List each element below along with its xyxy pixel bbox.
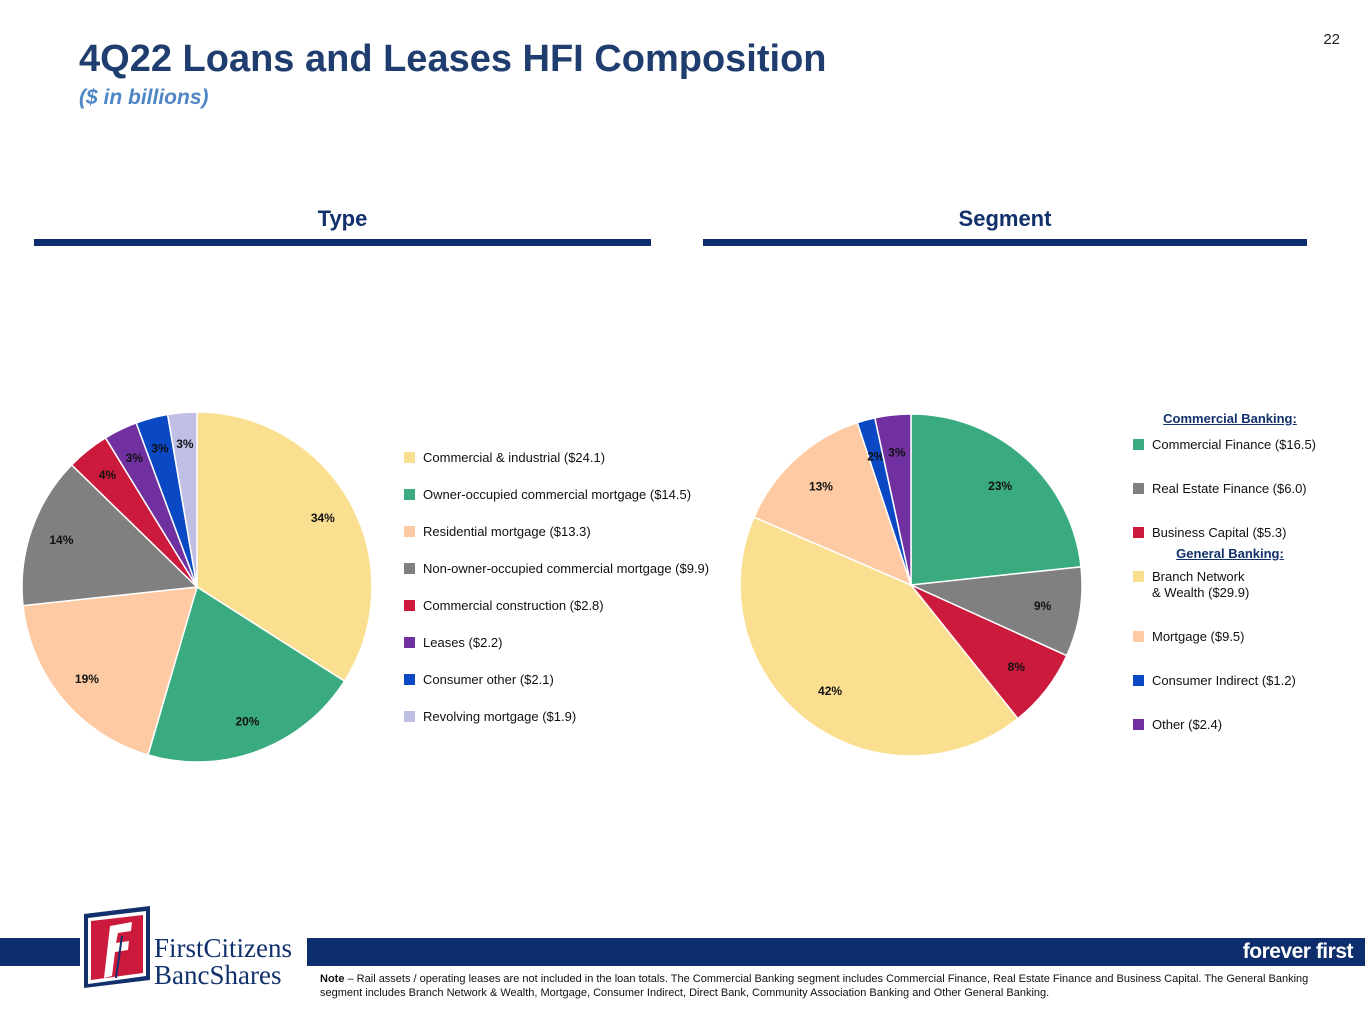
legend-swatch	[404, 674, 415, 685]
pie-1-slice-label-6: 3%	[888, 445, 906, 459]
legend-label: Commercial construction ($2.8)	[423, 598, 604, 613]
pie-1-slice-0	[910, 413, 1082, 586]
pie-1-slice-label-5: 2%	[867, 449, 885, 463]
page-title: 4Q22 Loans and Leases HFI Composition	[79, 38, 827, 80]
segment-pie-chart: 23% 9% 8% 42% 13% 2% 3%	[739, 413, 1083, 757]
legend-1-item-4: Mortgage ($9.5)	[1133, 629, 1245, 645]
legend-swatch	[404, 637, 415, 648]
pie-1-slice-3	[739, 516, 1019, 757]
pie-1-slice-label-0: 23%	[988, 479, 1012, 493]
legend-1-item-1: Real Estate Finance ($6.0)	[1133, 481, 1307, 497]
logo-line-2: BancShares	[154, 960, 282, 990]
legend-label: Residential mortgage ($13.3)	[423, 524, 591, 539]
section-heading-segment: Segment	[958, 206, 1052, 231]
logo-mark	[80, 904, 150, 988]
pie-0-slice-label-5: 3%	[126, 451, 144, 465]
pie-0-slice-3	[21, 463, 199, 607]
legend-label: Business Capital ($5.3)	[1152, 525, 1287, 540]
legend-0-item-2: Residential mortgage ($13.3)	[404, 524, 591, 540]
legend-1-item-0: Commercial Finance ($16.5)	[1133, 437, 1316, 453]
tagline: forever first	[1242, 940, 1354, 963]
logo-wordmark: FirstCitizens BancShares	[154, 935, 292, 989]
legend-group-heading-0: Commercial Banking:	[1163, 411, 1297, 426]
legend-label: Commercial & industrial ($24.1)	[423, 450, 606, 465]
legend-swatch	[1133, 483, 1144, 494]
legend-swatch	[404, 600, 415, 611]
pie-0-slice-0	[196, 411, 373, 683]
pie-0-slice-label-1: 20%	[235, 714, 259, 728]
legend-label: Real Estate Finance ($6.0)	[1152, 481, 1307, 496]
legend-label: Non-owner-occupied commercial mortgage (…	[423, 561, 710, 576]
footer-band	[307, 938, 1365, 966]
pie-0-slice-1	[147, 585, 346, 763]
pie-0-slice-label-2: 19%	[75, 672, 99, 686]
legend-0-item-6: Consumer other ($2.1)	[404, 672, 554, 688]
section-heading-type: Type	[317, 206, 368, 231]
legend-swatch	[1133, 631, 1144, 642]
pie-0-slice-label-7: 3%	[176, 437, 194, 451]
legend-0-item-1: Owner-occupied commercial mortgage ($14.…	[404, 487, 691, 503]
legend-1-item-5: Consumer Indirect ($1.2)	[1133, 673, 1296, 689]
pie-1-slice-label-4: 13%	[809, 480, 833, 494]
legend-label: Other ($2.4)	[1152, 717, 1223, 732]
logo-line-1: FirstCitizens	[154, 933, 293, 963]
legend-0-item-7: Revolving mortgage ($1.9)	[404, 709, 576, 725]
legend-label: Revolving mortgage ($1.9)	[423, 709, 577, 724]
footnote-label: Note	[320, 973, 345, 985]
legend-swatch	[1133, 675, 1144, 686]
legend-swatch	[404, 489, 415, 500]
legend-0-item-0: Commercial & industrial ($24.1)	[404, 450, 605, 466]
pie-0-slice-label-4: 4%	[99, 468, 117, 482]
legend-0-item-4: Commercial construction ($2.8)	[404, 598, 604, 614]
footnote-text: – Rail assets / operating leases are not…	[320, 973, 1309, 999]
pie-1-slice-label-3: 42%	[818, 684, 842, 698]
legend-label: Mortgage ($9.5)	[1152, 629, 1245, 644]
legend-1-item-2: Business Capital ($5.3)	[1133, 525, 1286, 541]
section-rule-type	[34, 239, 651, 246]
legend-swatch	[404, 452, 415, 463]
legend-label: Leases ($2.2)	[423, 635, 503, 650]
pie-0-slice-7	[166, 411, 198, 588]
pie-1-slice-1	[908, 565, 1083, 657]
legend-swatch	[404, 711, 415, 722]
legend-label: Branch Network & Wealth ($29.9)	[1152, 569, 1250, 600]
page-subtitle: ($ in billions)	[79, 86, 209, 109]
pie-0-slice-label-3: 14%	[49, 533, 73, 547]
legend-swatch	[1133, 527, 1144, 538]
section-rule-segment	[703, 239, 1307, 246]
legend-swatch	[1133, 439, 1144, 450]
legend-1-item-3: Branch Network & Wealth ($29.9)	[1133, 569, 1249, 601]
legend-swatch	[1133, 571, 1144, 582]
pie-1-slice-6	[873, 413, 912, 586]
footer-band-left	[0, 938, 80, 966]
pie-1-slice-label-1: 9%	[1034, 599, 1052, 613]
legend-swatch	[1133, 719, 1144, 730]
pie-0-slice-label-6: 3%	[151, 441, 169, 455]
legend-0-item-5: Leases ($2.2)	[404, 635, 503, 651]
type-pie-chart: 34% 20% 19% 14% 4% 3% 3% 3%	[21, 411, 373, 763]
pie-0-slice-2	[22, 586, 199, 756]
legend-label: Consumer Indirect ($1.2)	[1152, 673, 1296, 688]
legend-label: Commercial Finance ($16.5)	[1152, 437, 1317, 452]
pie-0-slice-label-0: 34%	[311, 511, 335, 525]
legend-swatch	[404, 526, 415, 537]
pie-1-slice-label-2: 8%	[1008, 660, 1026, 674]
legend-group-heading-1: General Banking:	[1176, 546, 1284, 561]
legend-1-item-6: Other ($2.4)	[1133, 717, 1222, 733]
legend-label: Owner-occupied commercial mortgage ($14.…	[423, 487, 692, 502]
legend-label: Consumer other ($2.1)	[423, 672, 554, 687]
footnote: Note – Rail assets / operating leases ar…	[320, 972, 1320, 1000]
page-number: 22	[1323, 31, 1340, 48]
pie-1-slice-4	[753, 421, 913, 587]
legend-0-item-3: Non-owner-occupied commercial mortgage (…	[404, 561, 709, 577]
legend-swatch	[404, 563, 415, 574]
